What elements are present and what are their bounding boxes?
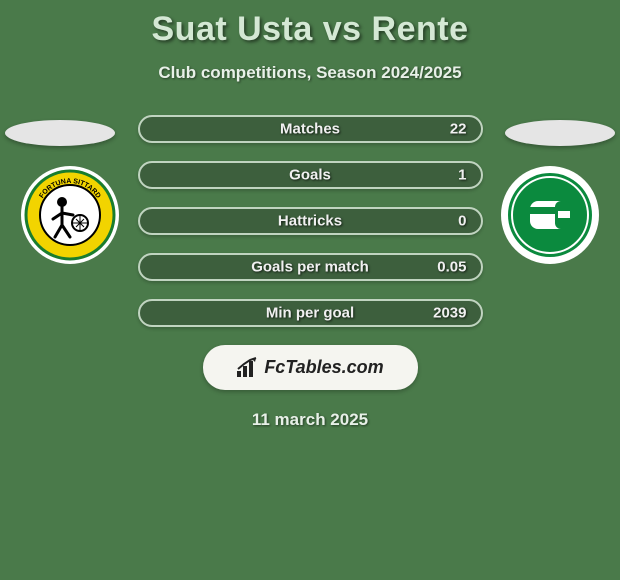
bar-chart-icon bbox=[236, 357, 260, 379]
subtitle: Club competitions, Season 2024/2025 bbox=[0, 63, 620, 83]
fc-groningen-icon bbox=[500, 165, 600, 265]
stat-row-goals-per-match: Goals per match 0.05 bbox=[138, 253, 483, 281]
player-left-placeholder bbox=[5, 120, 115, 146]
date-label: 11 march 2025 bbox=[0, 410, 620, 430]
stat-label: Hattricks bbox=[278, 213, 342, 230]
page-title: Suat Usta vs Rente bbox=[0, 0, 620, 49]
stat-value: 0.05 bbox=[437, 259, 466, 276]
stat-row-goals: Goals 1 bbox=[138, 161, 483, 189]
stats-area: FORTUNA SITTARD Matches 22 Goals 1 bbox=[0, 115, 620, 430]
stat-value: 0 bbox=[458, 213, 466, 230]
stat-label: Goals per match bbox=[251, 259, 369, 276]
stat-row-min-per-goal: Min per goal 2039 bbox=[138, 299, 483, 327]
stat-row-hattricks: Hattricks 0 bbox=[138, 207, 483, 235]
stat-label: Goals bbox=[289, 167, 331, 184]
stat-label: Matches bbox=[280, 121, 340, 138]
fortuna-sittard-icon: FORTUNA SITTARD bbox=[20, 165, 120, 265]
left-club-logo: FORTUNA SITTARD bbox=[20, 165, 120, 265]
stat-value: 22 bbox=[450, 121, 467, 138]
brand-pill[interactable]: FcTables.com bbox=[203, 345, 418, 390]
stat-value: 1 bbox=[458, 167, 466, 184]
right-club-logo bbox=[500, 165, 600, 265]
brand-text: FcTables.com bbox=[264, 357, 383, 378]
player-right-placeholder bbox=[505, 120, 615, 146]
stat-value: 2039 bbox=[433, 305, 466, 322]
stat-row-matches: Matches 22 bbox=[138, 115, 483, 143]
stat-rows: Matches 22 Goals 1 Hattricks 0 Goals per… bbox=[138, 115, 483, 327]
stat-label: Min per goal bbox=[266, 305, 354, 322]
